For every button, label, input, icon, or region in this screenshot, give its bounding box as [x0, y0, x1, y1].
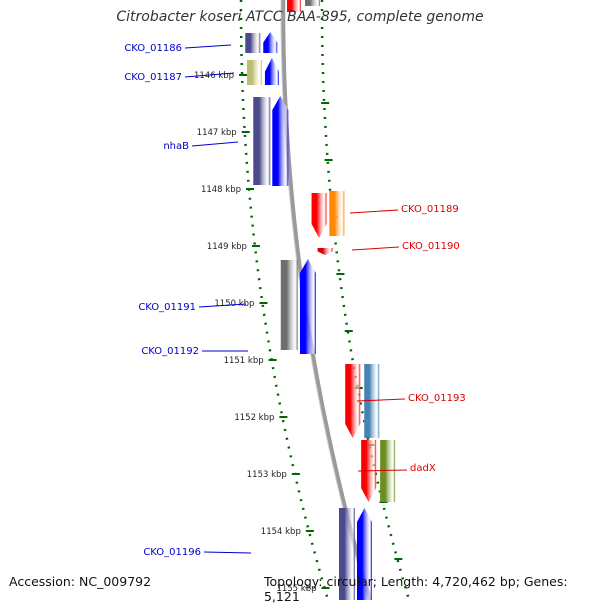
gene-block-cko-01186 [245, 33, 261, 53]
gene-cko-01191-label: CKO_01191 [138, 302, 196, 313]
gene-block-top-edge-red [287, 0, 302, 12]
gene-cko-01189-label: CKO_01189 [401, 204, 459, 215]
ruler-label: 1154 kbp [261, 527, 301, 537]
gene-cko-01193-label: CKO_01193 [408, 393, 466, 404]
ruler-label: 1155 kbp [276, 584, 316, 594]
ruler-label: 1149 kbp [207, 242, 247, 252]
gene-block-top-edge-gray [305, 0, 321, 6]
gene-dadx-leader-line [357, 469, 408, 472]
gene-arrow-cko-01190 [317, 248, 333, 255]
gene-block-cko-01189 [329, 191, 345, 236]
gene-block-cko-01196 [338, 508, 355, 600]
gene-arrow-cko-01187 [264, 58, 279, 85]
gene-block-cko-01191 [280, 260, 298, 350]
gene-cko-01187-leader-line [184, 72, 235, 78]
gene-cko-01196-leader-line [203, 551, 252, 554]
ruler-label: 1150 kbp [214, 299, 254, 309]
gene-block-nhab [253, 97, 271, 185]
gene-arrow-cko-01191 [299, 259, 316, 354]
ruler-label: 1148 kbp [201, 185, 241, 195]
ruler-label: 1153 kbp [247, 470, 287, 480]
gene-block-cko-01193 [364, 364, 380, 438]
left-ring-dotted-line [239, 0, 330, 601]
gene-cko-01187-label: CKO_01187 [124, 72, 182, 83]
gene-cko-01190-leader-line [351, 246, 400, 251]
ruler-label: 1152 kbp [234, 413, 274, 423]
gene-block-dadx [380, 440, 396, 502]
map-title: Citrobacter koseri ATCC BAA-895, complet… [116, 9, 484, 25]
gene-cko-01191-leader-line [198, 303, 247, 308]
gene-arrow-cko-01196 [356, 508, 372, 600]
gene-cko-01189-leader-line [349, 209, 399, 214]
gene-arrow-nhab [272, 96, 289, 186]
gene-nhab-leader-line [191, 141, 239, 147]
gene-arrow-cko-01189 [311, 193, 327, 238]
gene-nhab-label: nhaB [163, 141, 189, 152]
gene-cko-01186-label: CKO_01186 [124, 43, 182, 54]
gene-block-cko-01187 [246, 60, 262, 85]
gene-arrow-cko-01186 [263, 32, 278, 53]
gene-cko-01186-leader-line [184, 44, 232, 49]
gene-cko-01192-label: CKO_01192 [141, 346, 199, 357]
ruler-label: 1147 kbp [197, 128, 237, 138]
accession-text: Accession: NC_009792 [9, 574, 152, 589]
ruler-label: 1146 kbp [194, 71, 234, 81]
gene-dadx-label: dadX [410, 463, 436, 474]
ruler-label: 1151 kbp [224, 356, 264, 366]
gene-cko-01190-label: CKO_01190 [402, 241, 460, 252]
gene-arrow-cko-01193 [345, 364, 361, 438]
gene-cko-01193-leader-line [356, 398, 406, 402]
gene-cko-01196-label: CKO_01196 [143, 547, 201, 558]
